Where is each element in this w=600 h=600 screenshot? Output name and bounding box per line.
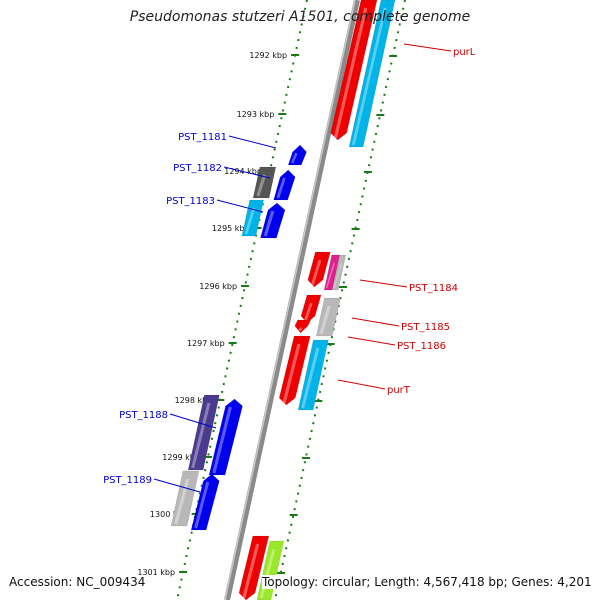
- accession-text: Accession: NC_009434: [9, 575, 146, 589]
- gene-pst1181: [287, 144, 307, 166]
- gene-group: [170, 0, 396, 600]
- gene-label-purt[interactable]: purT: [387, 385, 411, 396]
- gene-label-pst_1186[interactable]: PST_1186: [397, 341, 446, 352]
- gene-cyan-top-shine: [351, 7, 387, 146]
- gene-light-gray-top-shine: [333, 262, 343, 289]
- label-leader-line: [169, 413, 217, 429]
- label-leader-line: [216, 199, 264, 213]
- gene-pst1181-shine: [290, 152, 298, 164]
- gene-label-pst_1183[interactable]: PST_1183: [166, 196, 215, 207]
- gene-cyan-purT-shine: [301, 347, 320, 409]
- gene-pst1186: [315, 297, 341, 337]
- gene-pst1183-cyan-shine: [244, 207, 256, 235]
- gene-light-gray-top: [331, 254, 347, 291]
- gene-red-bottom-shine: [242, 543, 260, 599]
- gene-cyan-top: [348, 0, 396, 148]
- gene-pst1183-shine: [263, 210, 275, 237]
- tick-label: 1292 kbp: [249, 51, 287, 60]
- gene-pst1185b-shine: [297, 327, 303, 332]
- gene-pst1186-shine: [319, 305, 331, 335]
- gene-pst1188-purple-shine: [191, 402, 211, 469]
- label-leader-line: [337, 379, 386, 390]
- page-title: Pseudomonas stutzeri A1501, complete gen…: [129, 9, 471, 25]
- backbone-highlight: [224, 0, 356, 600]
- gene-pst1182-blue: [273, 169, 296, 201]
- gene-pst1185: [300, 294, 322, 324]
- tick-label: 1299 kbp: [162, 453, 200, 462]
- tick-label: 1300 kbp: [150, 510, 188, 519]
- gene-purL: [330, 0, 378, 141]
- gene-pst1183: [260, 202, 286, 239]
- gene-pst1184-shine: [310, 259, 322, 286]
- gene-label-pst_1182[interactable]: PST_1182: [173, 163, 222, 174]
- gene-label-pst_1188[interactable]: PST_1188: [119, 410, 168, 421]
- gene-label-pst_1185[interactable]: PST_1185: [401, 322, 450, 333]
- gene-pst1185b: [294, 319, 312, 334]
- label-leader-line: [403, 43, 452, 52]
- tick-label: 1295 kbp: [212, 224, 250, 233]
- gene-label-pst_1184[interactable]: PST_1184: [409, 283, 458, 294]
- label-leader-line: [153, 478, 201, 493]
- gene-purL-shine: [333, 7, 368, 139]
- label-leader-line: [359, 279, 408, 288]
- gene-pst1183-cyan: [241, 199, 264, 237]
- tick-label: 1301 kbp: [137, 568, 175, 577]
- gene-pst1188: [208, 398, 243, 476]
- gene-red-bottom: [238, 535, 270, 600]
- gene-pst1188-purple: [187, 394, 220, 471]
- gene-pst1189-shine: [194, 481, 210, 529]
- gene-purT-shine: [282, 343, 301, 404]
- gene-label-group: PST_1181 PST_1182 PST_1183 PST_1188 PST_1189…: [103, 43, 476, 493]
- gene-pst1184: [307, 251, 331, 288]
- gene-label-purl[interactable]: purL: [453, 47, 476, 58]
- gene-pst1182-blue-shine: [276, 177, 286, 199]
- label-leader-line: [228, 135, 277, 149]
- genome-backbone: [224, 0, 360, 600]
- gene-magenta-shine: [325, 262, 335, 289]
- gene-pst1189: [190, 473, 220, 531]
- gene-purT: [278, 335, 311, 406]
- gene-lime-bottom-shine: [259, 548, 276, 599]
- topology-text: Topology: circular; Length: 4,567,418 bp…: [262, 575, 592, 589]
- tick-label: 1297 kbp: [187, 339, 225, 348]
- gene-pst1182: [252, 166, 277, 199]
- gene-pst1189-gray: [170, 470, 200, 527]
- tick-label: 1293 kbp: [237, 110, 275, 119]
- tick-label: 1296 kbp: [199, 282, 237, 291]
- label-leader-line: [351, 317, 400, 327]
- tick-label: 1298 kbp: [175, 396, 213, 405]
- gene-label-pst_1181[interactable]: PST_1181: [178, 132, 227, 143]
- label-leader-line: [347, 336, 396, 346]
- gene-pst1189-gray-shine: [174, 478, 190, 525]
- gene-pst1188-shine: [212, 406, 232, 474]
- gene-label-pst_1189[interactable]: PST_1189: [103, 475, 152, 486]
- gene-pst1182-shine: [256, 174, 267, 197]
- label-leader-line: [223, 166, 271, 179]
- gene-cyan-purT: [297, 339, 329, 411]
- gene-pst1185-shine: [303, 302, 313, 322]
